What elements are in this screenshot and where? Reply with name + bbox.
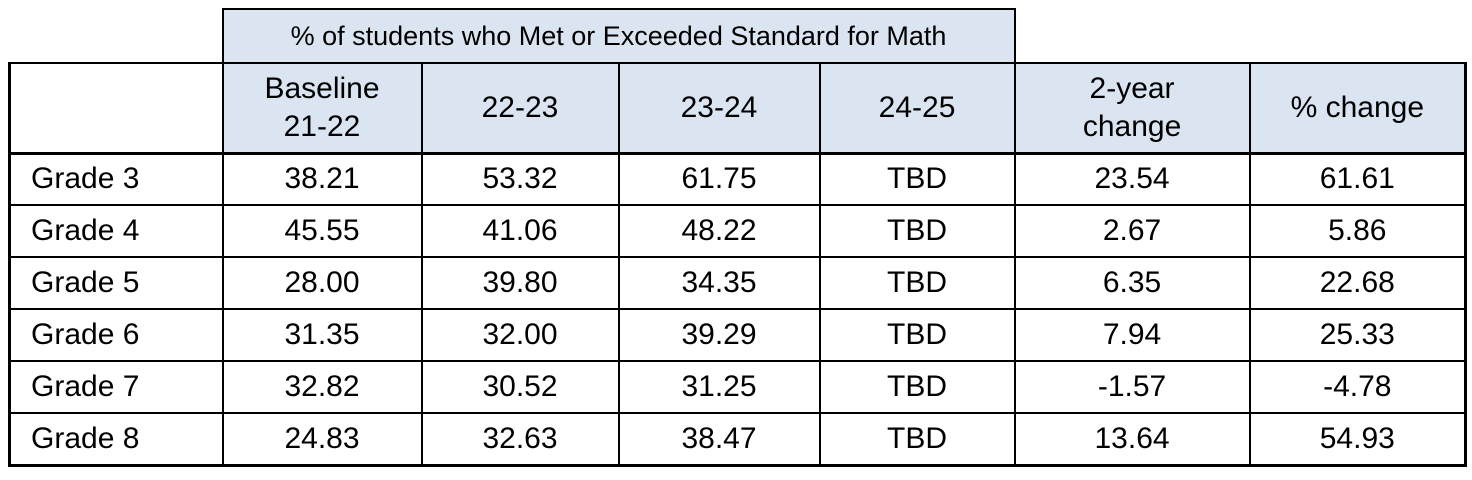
- cell-24-25: TBD: [818, 360, 1016, 414]
- cell-23-24: 31.25: [617, 360, 821, 414]
- column-header-23-24: 23-24: [617, 62, 821, 155]
- title-right-spacer: [1014, 9, 1466, 63]
- title-left-spacer: [9, 9, 223, 63]
- row-label: Grade 8: [8, 412, 224, 467]
- table-row-grade-8: Grade 8 24.83 32.63 38.47 TBD 13.64 54.9…: [8, 412, 1468, 467]
- cell-baseline: 45.55: [221, 204, 423, 258]
- cell-2-year-change: 6.35: [1013, 256, 1251, 310]
- cell-baseline: 38.21: [221, 152, 423, 206]
- cell-baseline: 24.83: [221, 412, 423, 467]
- cell-24-25: TBD: [818, 256, 1016, 310]
- cell-23-24: 39.29: [617, 308, 821, 362]
- table-row-grade-3: Grade 3 38.21 53.32 61.75 TBD 23.54 61.6…: [8, 152, 1468, 206]
- cell-22-23: 30.52: [420, 360, 620, 414]
- row-label: Grade 6: [8, 308, 224, 362]
- row-label: Grade 7: [8, 360, 224, 414]
- table-title-row: % of students who Met or Exceeded Standa…: [9, 8, 1466, 64]
- cell-2-year-change: -1.57: [1013, 360, 1251, 414]
- cell-23-24: 48.22: [617, 204, 821, 258]
- corner-cell: [8, 62, 224, 155]
- cell-baseline: 31.35: [221, 308, 423, 362]
- table-title: % of students who Met or Exceeded Standa…: [221, 8, 1016, 64]
- cell-2-year-change: 7.94: [1013, 308, 1251, 362]
- cell-percent-change: 61.61: [1248, 152, 1468, 206]
- column-header-percent-change: % change: [1248, 62, 1468, 155]
- table-row-grade-7: Grade 7 32.82 30.52 31.25 TBD -1.57 -4.7…: [8, 360, 1468, 414]
- column-header-24-25: 24-25: [818, 62, 1016, 155]
- cell-24-25: TBD: [818, 152, 1016, 206]
- cell-percent-change: 54.93: [1248, 412, 1468, 467]
- table-row-grade-6: Grade 6 31.35 32.00 39.29 TBD 7.94 25.33: [8, 308, 1468, 362]
- row-label: Grade 3: [8, 152, 224, 206]
- cell-22-23: 32.00: [420, 308, 620, 362]
- cell-23-24: 38.47: [617, 412, 821, 467]
- cell-percent-change: 5.86: [1248, 204, 1468, 258]
- cell-baseline: 28.00: [221, 256, 423, 310]
- cell-24-25: TBD: [818, 308, 1016, 362]
- cell-2-year-change: 2.67: [1013, 204, 1251, 258]
- column-header-22-23: 22-23: [420, 62, 620, 155]
- cell-baseline: 32.82: [221, 360, 423, 414]
- cell-22-23: 41.06: [420, 204, 620, 258]
- cell-24-25: TBD: [818, 412, 1016, 467]
- cell-percent-change: -4.78: [1248, 360, 1468, 414]
- cell-22-23: 32.63: [420, 412, 620, 467]
- row-label: Grade 5: [8, 256, 224, 310]
- cell-percent-change: 22.68: [1248, 256, 1468, 310]
- cell-22-23: 53.32: [420, 152, 620, 206]
- cell-24-25: TBD: [818, 204, 1016, 258]
- cell-2-year-change: 23.54: [1013, 152, 1251, 206]
- table-header-row: Baseline 21-22 22-23 23-24 24-25 2-year …: [8, 62, 1468, 155]
- math-standard-table: % of students who Met or Exceeded Standa…: [8, 8, 1468, 467]
- table-row-grade-5: Grade 5 28.00 39.80 34.35 TBD 6.35 22.68: [8, 256, 1468, 310]
- column-header-2-year-change: 2-year change: [1013, 62, 1251, 155]
- table-row-grade-4: Grade 4 45.55 41.06 48.22 TBD 2.67 5.86: [8, 204, 1468, 258]
- column-header-baseline: Baseline 21-22: [221, 62, 423, 155]
- cell-23-24: 61.75: [617, 152, 821, 206]
- cell-22-23: 39.80: [420, 256, 620, 310]
- cell-23-24: 34.35: [617, 256, 821, 310]
- row-label: Grade 4: [8, 204, 224, 258]
- cell-percent-change: 25.33: [1248, 308, 1468, 362]
- cell-2-year-change: 13.64: [1013, 412, 1251, 467]
